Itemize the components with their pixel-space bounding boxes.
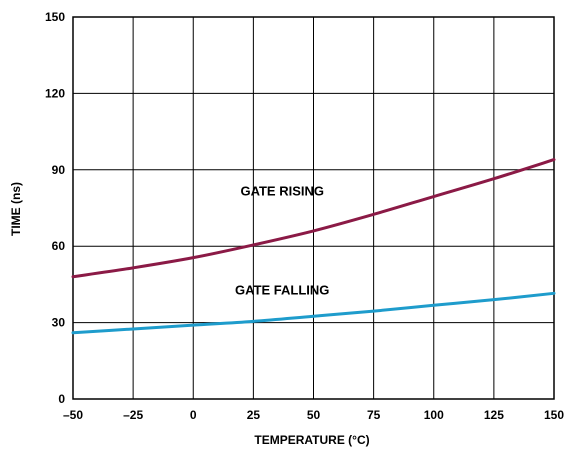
chart-ticks: –50 –25 0 25 50 75 100 125 150 0 30 60 90 120 150 <box>45 10 564 422</box>
x-tick-label: 0 <box>190 408 197 422</box>
x-tick-label: 50 <box>307 408 321 422</box>
x-tick-label: 100 <box>424 408 444 422</box>
y-tick-label: 30 <box>52 316 66 330</box>
plot-frame <box>72 16 555 400</box>
y-tick-label: 150 <box>45 10 65 24</box>
series-label-gate-rising: GATE RISING <box>240 183 324 198</box>
series-label-gate-falling: GATE FALLING <box>235 283 329 298</box>
x-tick-label: 25 <box>247 408 261 422</box>
series-line-gate-rising <box>71 158 556 279</box>
series-line-gate-falling <box>71 291 556 335</box>
y-tick-label: 60 <box>52 239 66 253</box>
y-tick-label: 0 <box>58 392 65 406</box>
y-tick-label: 90 <box>52 163 66 177</box>
x-tick-label: 75 <box>367 408 381 422</box>
chart-series <box>71 158 556 335</box>
x-tick-label: –50 <box>63 408 83 422</box>
y-tick-label: 120 <box>45 86 65 100</box>
y-axis-title: TIME (ns) <box>9 182 23 236</box>
chart-grid <box>72 16 555 400</box>
x-tick-label: –25 <box>123 408 143 422</box>
x-tick-label: 150 <box>544 408 564 422</box>
x-axis-title: TEMPERATURE (°C) <box>254 433 369 447</box>
curve-labels: GATE RISING GATE FALLING <box>235 183 329 297</box>
x-tick-label: 125 <box>484 408 504 422</box>
